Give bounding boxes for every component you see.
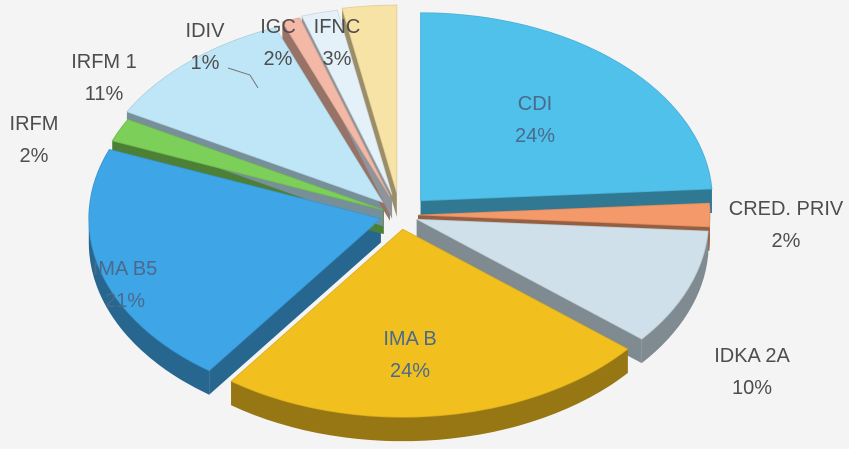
slice-label-irfm: IRFM 2% (10, 113, 59, 167)
slice-percent-cdi: 24% (515, 125, 555, 147)
slice-label-ifnc: IFNC 3% (314, 16, 361, 70)
slice-label-irfm-1: IRFM 1 11% (71, 51, 137, 105)
pie-slice-irfm-1 (126, 27, 384, 204)
slice-label-cdi: CDI 24% (515, 93, 555, 147)
pie-slice-cdi (420, 12, 713, 202)
pie-slice-rim-ima-b (231, 349, 628, 442)
pie-slice-ima-b5 (88, 148, 382, 372)
leader-line-idiv (227, 67, 259, 89)
slice-name-idka-2a: IDKA 2A (714, 345, 790, 367)
pie-slice-ima-b (230, 228, 629, 418)
pie-slice-idiv (281, 17, 391, 197)
slice-name-idiv: IDIV (186, 20, 226, 42)
slice-percent-idka-2a: 10% (732, 377, 772, 399)
slice-name-ima-b: IMA B (383, 328, 436, 350)
slice-percent-ima-b: 24% (390, 360, 430, 382)
slice-label-idka-2a: IDKA 2A 10% (714, 345, 790, 399)
slice-name-igc: IGC (260, 16, 296, 38)
pie-slice-igc (301, 9, 393, 196)
slice-percent-igc: 2% (264, 48, 293, 70)
slice-name-cred-priv: CRED. PRIV (729, 198, 844, 220)
pie-slice-cred-priv (417, 202, 711, 228)
pie-slice-rim-ima-b5 (88, 218, 210, 395)
slice-name-ifnc: IFNC (314, 16, 361, 38)
pie-slice-ifnc (341, 4, 398, 194)
slice-label-ima-b: IMA B 24% (383, 328, 436, 382)
slice-percent-ima-b5: 21% (105, 290, 145, 312)
slice-percent-cred-priv: 2% (772, 230, 801, 252)
slice-name-irfm-1: IRFM 1 (71, 51, 137, 73)
pie-slice-wall-ima-b5-start (209, 218, 381, 395)
slice-percent-irfm: 2% (20, 145, 49, 167)
slice-percent-irfm-1: 11% (85, 83, 124, 105)
slice-name-ima-b5: IMA B5 (93, 258, 157, 280)
slice-label-idiv: IDIV 1% (186, 20, 226, 74)
pie-top-layer (88, 4, 713, 418)
slice-percent-idiv: 1% (191, 52, 220, 74)
slice-label-ima-b5: IMA B5 21% (93, 258, 157, 312)
slice-label-cred-priv: CRED. PRIV 2% (729, 198, 844, 252)
pie-slice-idka-2a (416, 218, 709, 340)
slice-percent-ifnc: 3% (323, 48, 352, 70)
pie-slice-rim-idka-2a (641, 231, 709, 364)
pie-labels: CDI 24%CRED. PRIV 2%IDKA 2A 10%IMA B 24%IMA … (10, 16, 844, 399)
slice-name-irfm: IRFM (10, 113, 59, 135)
pie-slice-irfm (111, 118, 384, 211)
slice-label-igc: IGC 2% (260, 16, 296, 70)
slice-name-cdi: CDI (518, 93, 552, 115)
